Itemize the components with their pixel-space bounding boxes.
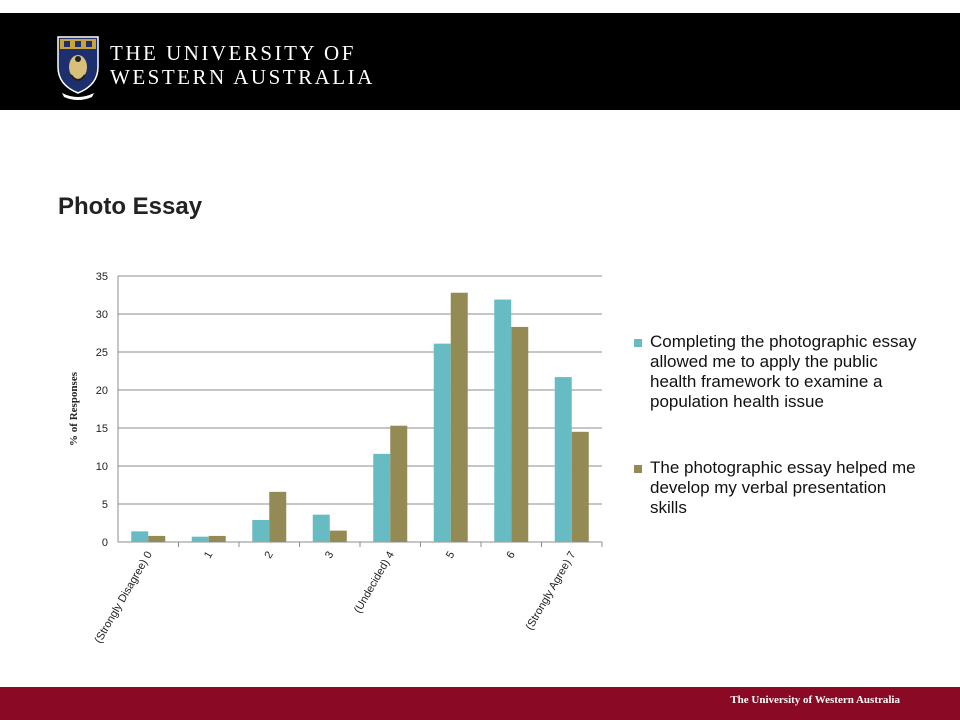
- x-tick-label: 1: [202, 550, 215, 561]
- bar-series-2: [511, 326, 529, 542]
- bar-series-1: [252, 519, 270, 542]
- bar-series-1: [494, 299, 512, 542]
- legend-item-series-2: The photographic essay helped me develop…: [634, 458, 924, 518]
- x-tick-label: 6: [504, 550, 517, 561]
- bar-series-2: [571, 431, 589, 542]
- bar-series-2: [390, 425, 408, 542]
- y-axis-label: % of Responses: [68, 371, 80, 446]
- bar-series-2: [148, 535, 166, 542]
- bar-series-2: [450, 292, 468, 542]
- bar-series-2: [208, 535, 226, 542]
- slide-title: Photo Essay: [58, 193, 203, 220]
- bar-series-1: [433, 343, 451, 542]
- wordmark-line-1: THE UNIVERSITY OF: [110, 41, 356, 65]
- bar-series-1: [373, 453, 391, 542]
- bar-series-1: [131, 531, 149, 542]
- y-tick-label: 30: [96, 309, 108, 321]
- legend-label-series-2: The photographic essay helped me develop…: [650, 458, 916, 517]
- x-tick-label: 3: [323, 550, 336, 561]
- y-tick-label: 35: [96, 271, 108, 283]
- wordmark-line-2: WESTERN AUSTRALIA: [110, 65, 375, 89]
- y-tick-label: 15: [96, 423, 108, 435]
- x-tick-label: (Undecided) 4: [352, 550, 397, 616]
- legend-item-series-1: Completing the photographic essay allowe…: [634, 332, 924, 412]
- bar-series-1: [191, 536, 209, 542]
- x-tick-label: (Strongly Agree) 7: [524, 550, 579, 633]
- x-tick-label: 2: [262, 550, 275, 561]
- x-tick-label: 5: [444, 550, 457, 561]
- y-tick-label: 0: [102, 537, 108, 549]
- university-wordmark: THE UNIVERSITY OF WESTERN AUSTRALIA: [110, 41, 375, 89]
- y-tick-label: 5: [102, 499, 108, 511]
- y-tick-label: 20: [96, 385, 108, 397]
- chart-legend: Completing the photographic essay allowe…: [634, 332, 924, 518]
- bar-series-1: [554, 377, 572, 542]
- university-crest-icon: [56, 33, 100, 106]
- header-bar: THE UNIVERSITY OF WESTERN AUSTRALIA: [0, 13, 960, 110]
- footer-bar: The University of Western Australia: [0, 687, 960, 720]
- legend-swatch-teal: [634, 339, 642, 347]
- x-tick-label: (Strongly Disagree) 0: [92, 550, 154, 646]
- y-tick-label: 25: [96, 347, 108, 359]
- bar-series-2: [329, 530, 347, 542]
- legend-swatch-olive: [634, 465, 642, 473]
- bar-series-2: [269, 491, 287, 542]
- footer-text: The University of Western Australia: [730, 694, 900, 706]
- y-tick-label: 10: [96, 461, 108, 473]
- legend-label-series-1: Completing the photographic essay allowe…: [650, 332, 917, 411]
- bar-series-1: [312, 514, 330, 542]
